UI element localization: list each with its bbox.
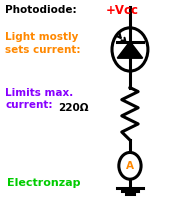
Text: Limits max.
current:: Limits max. current:: [5, 88, 73, 110]
Polygon shape: [117, 42, 143, 58]
Text: A: A: [126, 161, 134, 171]
Text: Electronzap: Electronzap: [7, 178, 80, 188]
Text: Light mostly
sets current:: Light mostly sets current:: [5, 32, 81, 55]
Text: +Vcc: +Vcc: [106, 4, 139, 17]
Text: 220Ω: 220Ω: [58, 103, 89, 113]
Text: Photodiode:: Photodiode:: [5, 5, 77, 15]
